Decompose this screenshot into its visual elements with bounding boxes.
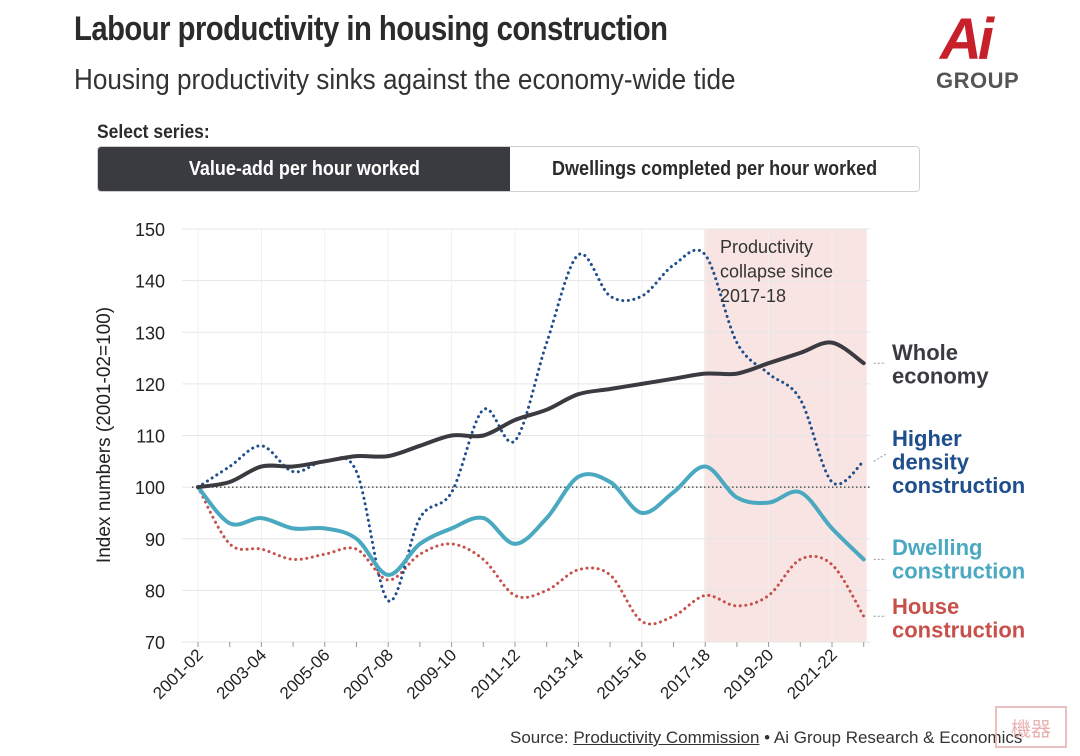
y-tick-label: 70 bbox=[145, 633, 165, 653]
series-option-dwellings-completed-label: Dwellings completed per hour worked bbox=[551, 157, 878, 180]
series-label-whole: economy bbox=[892, 364, 989, 389]
y-tick-label: 120 bbox=[135, 375, 165, 395]
series-label-house: House bbox=[892, 594, 959, 619]
logo-mark: Ai bbox=[940, 7, 994, 72]
series-label-dwelling: Dwelling bbox=[892, 535, 982, 560]
x-tick-label: 2021-22 bbox=[783, 645, 841, 703]
source-suffix: • Ai Group Research & Economics bbox=[759, 728, 1023, 747]
source-prefix: Source: bbox=[510, 728, 574, 747]
y-tick-label: 150 bbox=[135, 220, 165, 240]
y-tick-label: 110 bbox=[136, 427, 165, 447]
series-option-value-add[interactable]: Value-add per hour worked bbox=[98, 147, 510, 191]
y-tick-label: 140 bbox=[135, 272, 165, 292]
y-tick-label: 90 bbox=[145, 530, 165, 550]
chart-subtitle: Housing productivity sinks against the e… bbox=[74, 64, 736, 96]
x-tick-label: 2007-08 bbox=[339, 645, 397, 703]
x-tick-label: 2017-18 bbox=[656, 645, 714, 703]
series-label-house: construction bbox=[892, 618, 1025, 643]
x-tick-label: 2005-06 bbox=[276, 645, 334, 703]
x-tick-label: 2003-04 bbox=[213, 645, 271, 703]
y-tick-label: 80 bbox=[145, 581, 165, 601]
series-line-whole bbox=[196, 340, 866, 490]
series-label-dwelling: construction bbox=[892, 559, 1025, 584]
series-label-higher: construction bbox=[892, 473, 1025, 498]
chart-title: Labour productivity in housing construct… bbox=[74, 10, 668, 48]
series-selector: Value-add per hour worked Dwellings comp… bbox=[97, 146, 920, 192]
x-tick-label: 2009-10 bbox=[403, 645, 461, 703]
x-tick-label: 2019-20 bbox=[720, 645, 778, 703]
series-option-value-add-label: Value-add per hour worked bbox=[188, 157, 420, 180]
series-label-leader bbox=[873, 453, 887, 462]
x-tick-label: 2011-12 bbox=[467, 645, 524, 702]
ai-group-logo: Ai GROUP bbox=[930, 10, 1030, 96]
source-note: Source: Productivity Commission • Ai Gro… bbox=[510, 728, 1022, 748]
annotation-text: collapse since bbox=[720, 262, 833, 282]
series-line-dwelling bbox=[196, 464, 866, 577]
x-tick-label: 2001-02 bbox=[149, 645, 207, 703]
series-line-higher bbox=[196, 248, 866, 603]
series-selector-label: Select series: bbox=[97, 122, 210, 143]
y-axis-label: Index numbers (2001-02=100) bbox=[94, 307, 115, 563]
annotation-text: 2017-18 bbox=[720, 286, 786, 306]
x-tick-label: 2013-14 bbox=[530, 645, 588, 703]
series-option-dwellings-completed[interactable]: Dwellings completed per hour worked bbox=[510, 147, 919, 191]
watermark-stamp: 機器 bbox=[995, 706, 1067, 748]
logo-text: GROUP bbox=[936, 68, 1020, 93]
series-label-higher: density bbox=[892, 450, 970, 475]
series-line-house bbox=[196, 485, 866, 626]
source-link[interactable]: Productivity Commission bbox=[573, 728, 760, 747]
annotation-text: Productivity bbox=[720, 237, 813, 257]
y-tick-label: 100 bbox=[135, 478, 165, 498]
series-label-whole: Whole bbox=[892, 340, 958, 365]
series-label-higher: Higher bbox=[892, 426, 962, 451]
x-tick-label: 2015-16 bbox=[593, 645, 651, 703]
y-tick-label: 130 bbox=[135, 323, 165, 343]
